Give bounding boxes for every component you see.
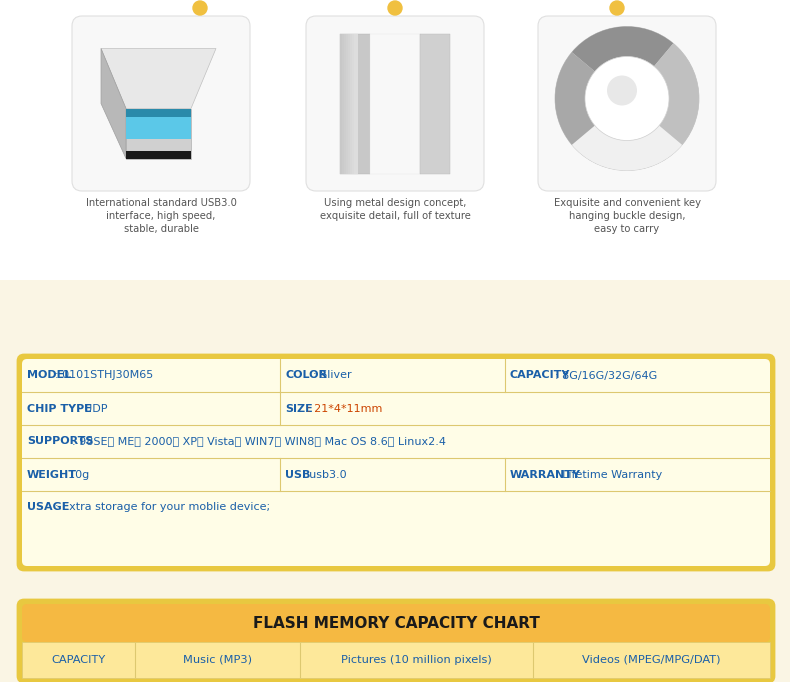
Text: CAPACITY: CAPACITY <box>51 655 106 665</box>
Text: : Extra storage for your moblie device;: : Extra storage for your moblie device; <box>55 503 270 512</box>
Text: USB: usb3.0: USB: usb3.0 <box>285 469 352 479</box>
Wedge shape <box>572 125 682 170</box>
Text: Videos (MPEG/MPG/DAT): Videos (MPEG/MPG/DAT) <box>582 655 720 665</box>
Bar <box>420 33 450 173</box>
Circle shape <box>193 1 207 15</box>
Wedge shape <box>555 53 595 145</box>
Text: SUPPORTS: SUPPORTS <box>27 436 93 447</box>
Polygon shape <box>126 108 191 158</box>
Wedge shape <box>654 44 699 145</box>
Bar <box>352 33 356 173</box>
Bar <box>350 33 354 173</box>
Text: : UDP: : UDP <box>77 404 108 413</box>
Text: Pictures (10 million pixels): Pictures (10 million pixels) <box>341 655 492 665</box>
Text: : 0101STHJ30M65: : 0101STHJ30M65 <box>55 370 153 381</box>
Bar <box>344 33 348 173</box>
Polygon shape <box>126 108 191 117</box>
Bar <box>340 33 370 173</box>
Text: CHIP TYPE: UDP: CHIP TYPE: UDP <box>27 404 115 413</box>
Text: MODEL: 0101STHJ30M65: MODEL: 0101STHJ30M65 <box>27 370 165 381</box>
FancyBboxPatch shape <box>538 16 716 191</box>
Bar <box>0 0 790 280</box>
Bar <box>354 33 358 173</box>
FancyBboxPatch shape <box>18 355 774 570</box>
Text: USB: USB <box>285 469 310 479</box>
Text: SIZE: SIZE <box>285 404 313 413</box>
Text: : Lifetime Warranty: : Lifetime Warranty <box>555 469 662 479</box>
FancyBboxPatch shape <box>306 16 484 191</box>
Text: : 98SE、 ME、 2000、 XP、 Vista、 WIN7、 WIN8、 Mac OS 8.6、 Linux2.4: : 98SE、 ME、 2000、 XP、 Vista、 WIN7、 WIN8、… <box>72 436 446 447</box>
Polygon shape <box>101 48 216 108</box>
Text: : Sliver: : Sliver <box>313 370 352 381</box>
Text: USAGE: USAGE <box>27 503 70 512</box>
Text: CAPACITY: 8G/16G/32G/64G: CAPACITY: 8G/16G/32G/64G <box>510 370 664 381</box>
Text: WEIGHT: WEIGHT <box>27 469 77 479</box>
Text: : usb3.0: : usb3.0 <box>302 469 347 479</box>
Text: COLOR: COLOR <box>285 370 327 381</box>
Text: International standard USB3.0
interface, high speed,
stable, durable: International standard USB3.0 interface,… <box>85 198 236 235</box>
Circle shape <box>607 76 637 106</box>
Bar <box>22 642 770 678</box>
Circle shape <box>585 57 669 140</box>
Text: : 8G/16G/32G/64G: : 8G/16G/32G/64G <box>555 370 657 381</box>
Text: SIZE: 21*4*11mm: SIZE: 21*4*11mm <box>285 404 386 413</box>
Polygon shape <box>101 48 126 158</box>
Bar <box>342 33 346 173</box>
Text: Music (MP3): Music (MP3) <box>183 655 252 665</box>
FancyBboxPatch shape <box>72 16 250 191</box>
Polygon shape <box>126 151 191 158</box>
FancyBboxPatch shape <box>22 359 770 566</box>
FancyBboxPatch shape <box>18 600 774 682</box>
Text: WARRANTY: WARRANTY <box>510 469 581 479</box>
FancyBboxPatch shape <box>22 604 770 642</box>
Circle shape <box>610 1 624 15</box>
Text: FLASH MEMORY CAPACITY CHART: FLASH MEMORY CAPACITY CHART <box>253 615 540 630</box>
Circle shape <box>555 27 699 170</box>
Text: MODEL: MODEL <box>27 370 71 381</box>
Bar <box>346 33 350 173</box>
Text: WARRANTY: Lifetime Warranty: WARRANTY: Lifetime Warranty <box>510 469 679 479</box>
Bar <box>348 33 352 173</box>
Polygon shape <box>126 117 191 138</box>
Bar <box>370 33 420 173</box>
Bar <box>340 33 344 173</box>
Text: SUPPORTS: 98SE、 ME、 2000、 XP、 Vista、 WIN7、 WIN8、 Mac OS 8.6、 Linux2.4: SUPPORTS: 98SE、 ME、 2000、 XP、 Vista、 WIN… <box>27 436 459 447</box>
Circle shape <box>585 57 669 140</box>
Text: WEIGHT: 10g: WEIGHT: 10g <box>27 469 99 479</box>
Text: : 21*4*11mm: : 21*4*11mm <box>307 404 383 413</box>
Wedge shape <box>572 27 673 72</box>
Text: USAGE: Extra storage for your moblie device;: USAGE: Extra storage for your moblie dev… <box>27 503 280 512</box>
Text: COLOR: Sliver: COLOR: Sliver <box>285 370 362 381</box>
Text: CHIP TYPE: CHIP TYPE <box>27 404 92 413</box>
Text: CAPACITY: CAPACITY <box>510 370 570 381</box>
Text: Using metal design concept,
exquisite detail, full of texture: Using metal design concept, exquisite de… <box>320 198 470 221</box>
Circle shape <box>388 1 402 15</box>
Text: Exquisite and convenient key
hanging buckle design,
easy to carry: Exquisite and convenient key hanging buc… <box>554 198 701 235</box>
Text: : 10g: : 10g <box>61 469 88 479</box>
